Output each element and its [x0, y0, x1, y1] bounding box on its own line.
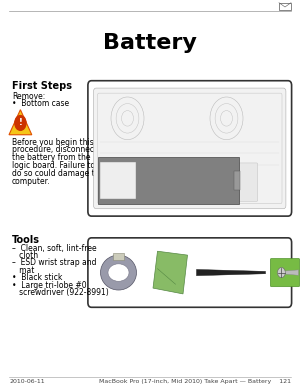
Circle shape	[278, 268, 285, 278]
Text: MacBook Pro (17-inch, Mid 2010) Take Apart — Battery    121: MacBook Pro (17-inch, Mid 2010) Take Apa…	[99, 379, 291, 385]
Text: Before you begin this: Before you begin this	[12, 138, 94, 147]
FancyBboxPatch shape	[270, 258, 300, 287]
Ellipse shape	[108, 264, 129, 281]
Text: mat: mat	[12, 266, 34, 275]
Text: screwdriver (922-8991): screwdriver (922-8991)	[12, 288, 109, 297]
Ellipse shape	[100, 255, 136, 290]
Circle shape	[14, 115, 27, 131]
Text: Battery: Battery	[103, 33, 197, 53]
FancyBboxPatch shape	[279, 3, 291, 10]
Bar	[235, 171, 240, 190]
Polygon shape	[280, 270, 298, 275]
Text: the battery from the: the battery from the	[12, 153, 91, 162]
Text: procedure, disconnect: procedure, disconnect	[12, 146, 97, 154]
FancyBboxPatch shape	[88, 238, 292, 307]
Text: Remove:: Remove:	[12, 92, 45, 101]
FancyBboxPatch shape	[94, 88, 286, 209]
Bar	[98, 156, 239, 204]
Polygon shape	[9, 110, 32, 135]
Text: Tools: Tools	[12, 235, 40, 245]
FancyBboxPatch shape	[88, 81, 292, 216]
Bar	[113, 253, 124, 260]
Text: First Steps: First Steps	[12, 81, 72, 92]
Text: !: !	[19, 118, 22, 127]
Text: 2010-06-11: 2010-06-11	[9, 379, 45, 385]
Polygon shape	[153, 251, 188, 294]
Bar	[100, 162, 136, 199]
Text: logic board. Failure to: logic board. Failure to	[12, 161, 95, 170]
Text: –  Clean, soft, lint-free: – Clean, soft, lint-free	[12, 244, 97, 253]
Polygon shape	[196, 269, 266, 275]
Text: –  ESD wrist strap and: – ESD wrist strap and	[12, 258, 97, 267]
Text: computer.: computer.	[12, 177, 50, 185]
Text: •  Bottom case: • Bottom case	[12, 99, 69, 108]
Text: •  Black stick: • Black stick	[12, 273, 62, 282]
Text: cloth: cloth	[12, 251, 38, 260]
Text: do so could damage the: do so could damage the	[12, 169, 104, 178]
Text: •  Large tri-lobe #0: • Large tri-lobe #0	[12, 281, 87, 289]
FancyBboxPatch shape	[212, 163, 258, 201]
